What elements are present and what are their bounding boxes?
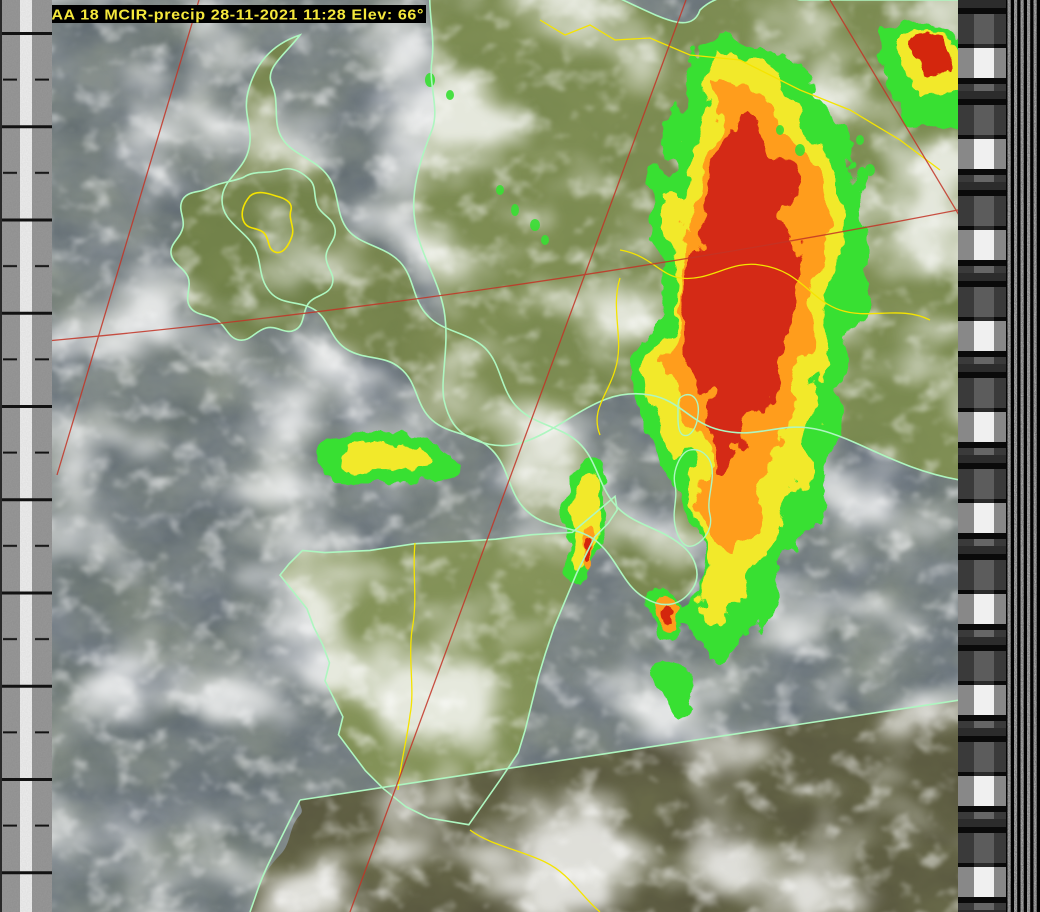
svg-text:NOAA 18 MCIR-precip 28-11-2021: NOAA 18 MCIR-precip 28-11-2021 11:28 Ele… [26, 7, 424, 24]
